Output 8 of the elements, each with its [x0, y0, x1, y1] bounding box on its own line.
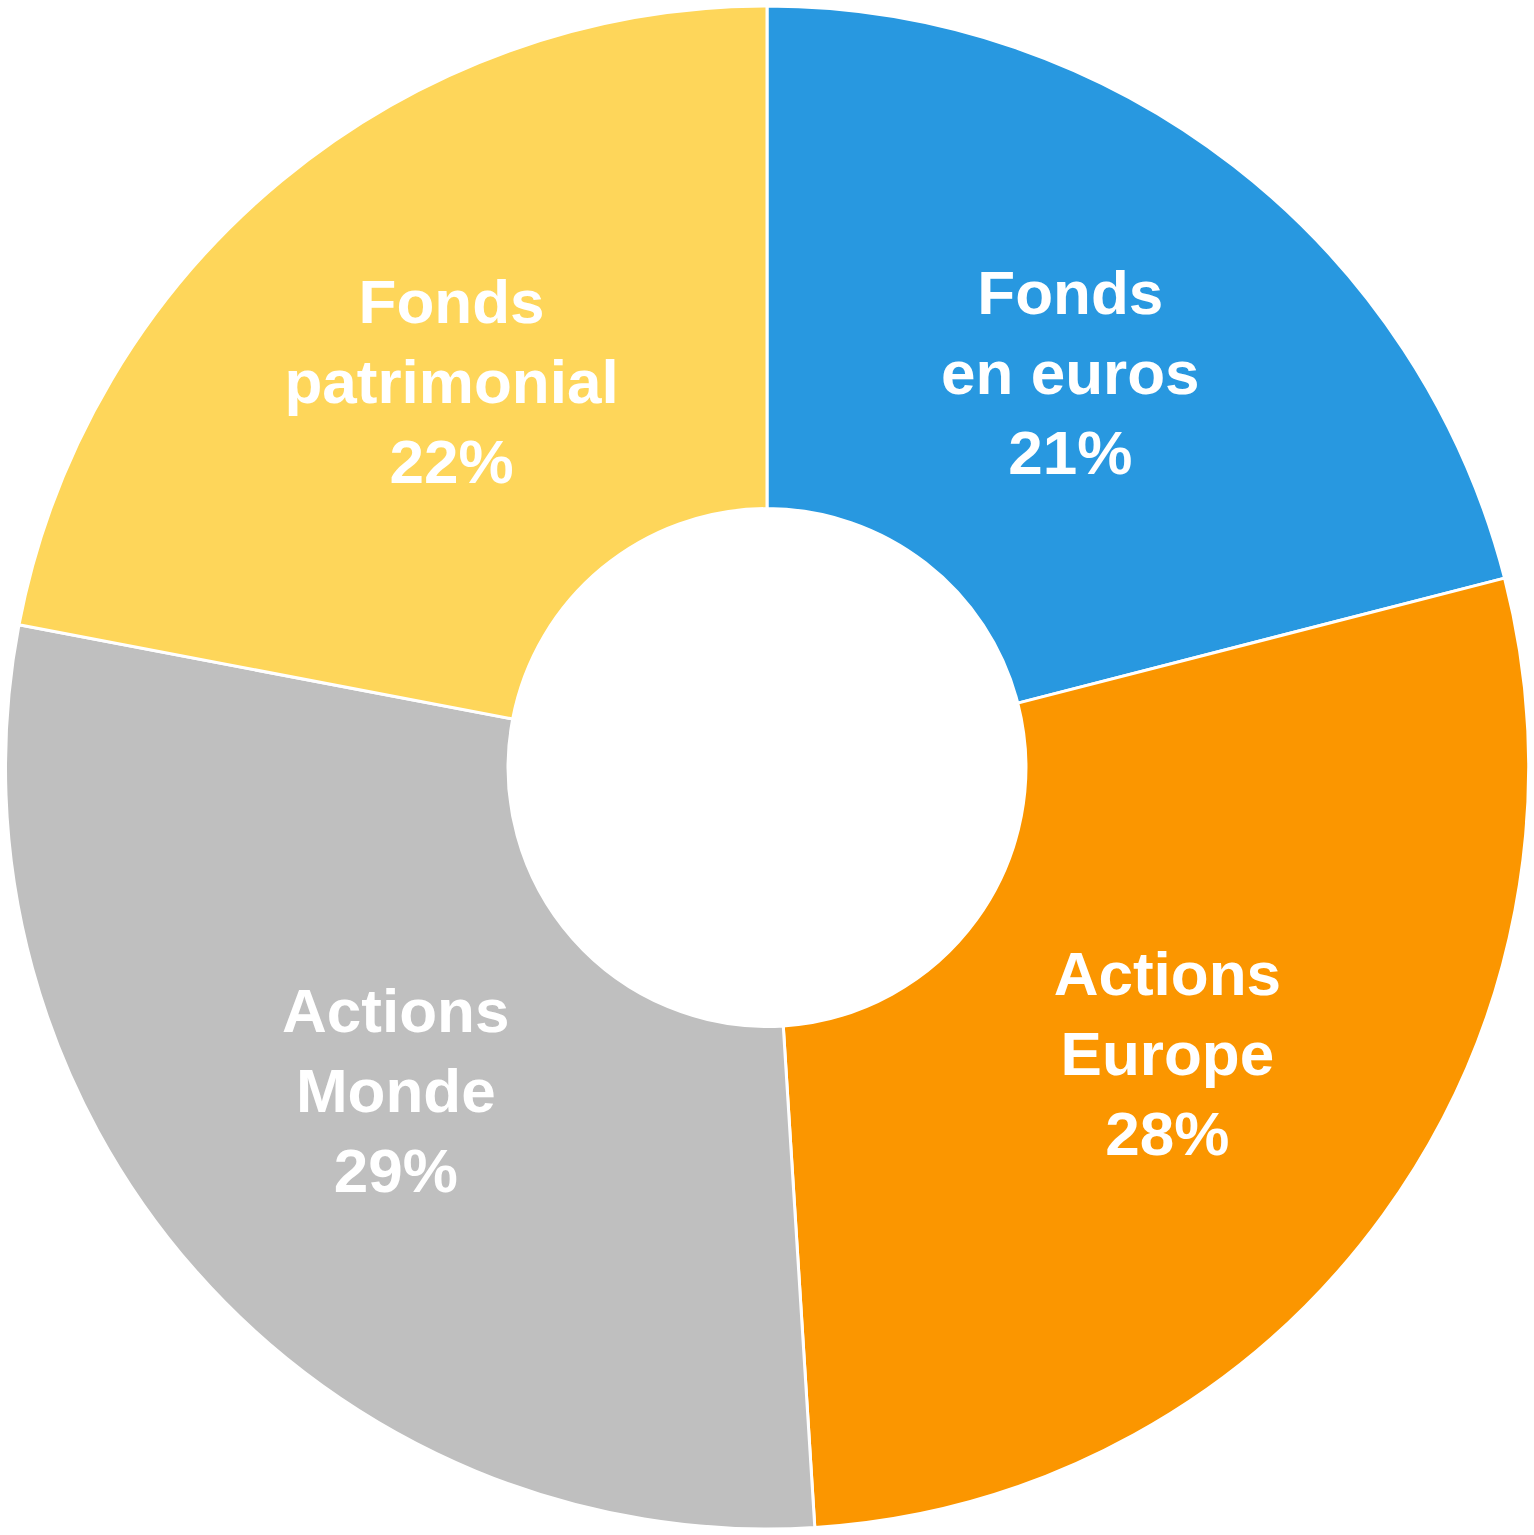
slice-label: Fonds patrimonial	[284, 267, 619, 417]
data-label: 21%	[1008, 417, 1133, 487]
slice-label: Fonds en euros	[941, 257, 1200, 407]
slice-label: Actions Monde	[282, 975, 510, 1125]
slice-label: Actions Europe	[1053, 939, 1282, 1089]
data-label: 22%	[389, 427, 514, 497]
data-label: 28%	[1105, 1099, 1230, 1169]
data-label: 29%	[333, 1135, 458, 1205]
